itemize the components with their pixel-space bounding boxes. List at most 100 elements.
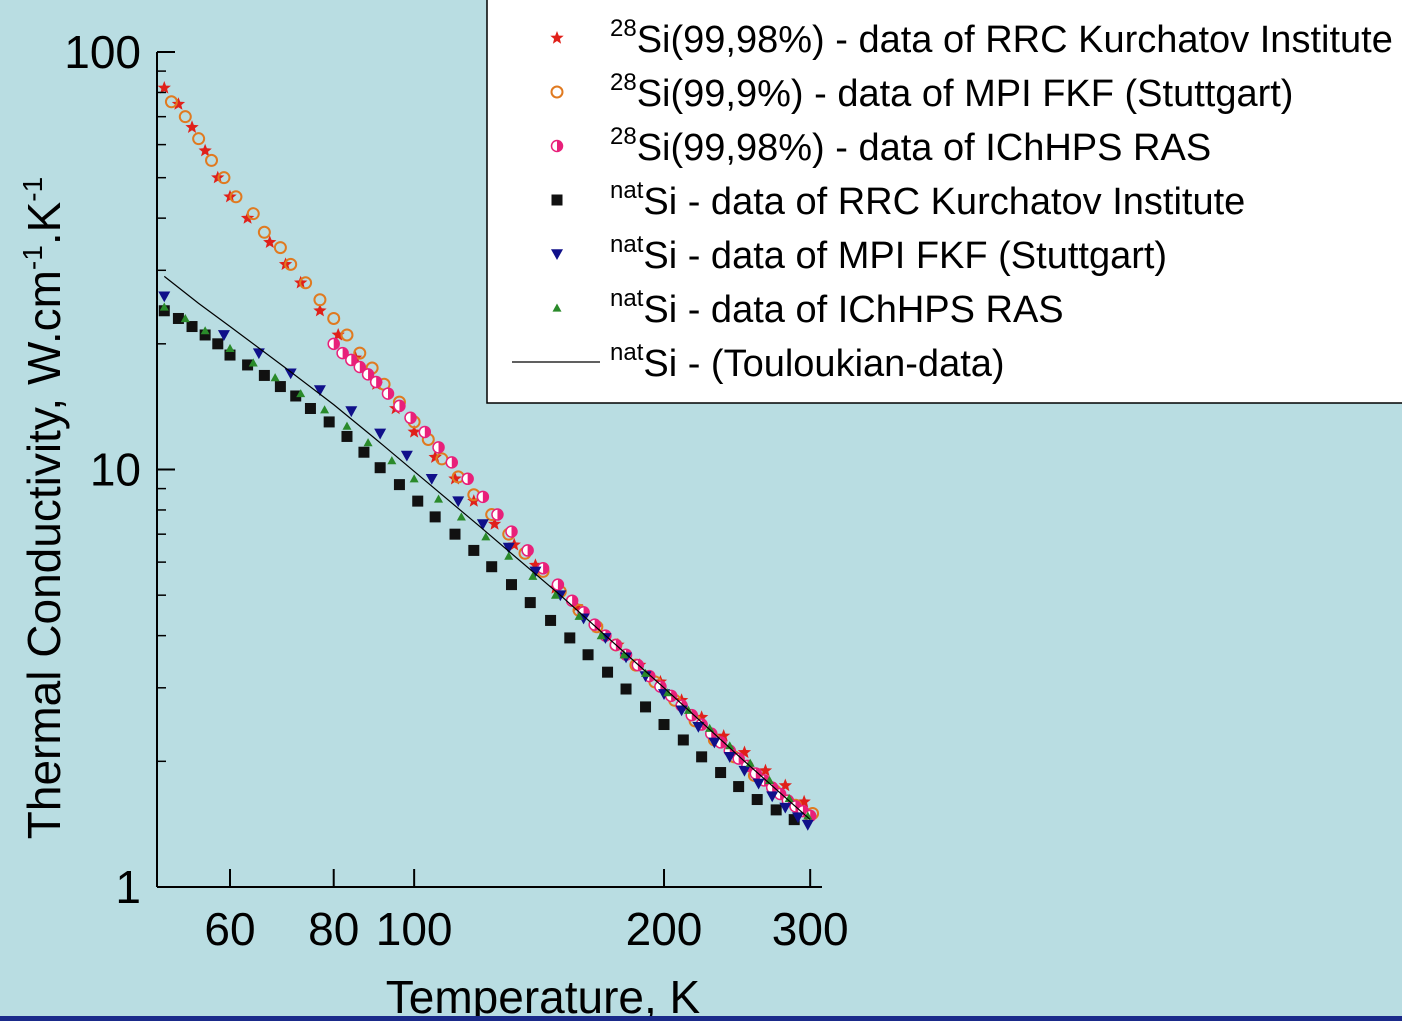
series-5 <box>159 302 813 820</box>
legend-item-3: natSi - data of RRC Kurchatov Institute <box>551 177 1245 223</box>
legend-label-6: natSi - (Touloukian-data) <box>610 339 1005 385</box>
legend-label-text-6: Si - (Touloukian-data) <box>643 343 1004 385</box>
series-0-point-10 <box>313 303 327 317</box>
series-1-point-7 <box>257 225 271 239</box>
legend-label-0: 28Si(99,98%) - data of RRC Kurchatov Ins… <box>610 15 1393 61</box>
series-5-point-6 <box>296 389 306 398</box>
series-6-line <box>163 275 811 821</box>
series-3-point-4 <box>212 338 224 350</box>
series-5-point-18 <box>574 611 584 620</box>
series-0-point-11 <box>331 328 345 341</box>
series-0-point-29 <box>695 710 709 723</box>
legend-label-text-1: Si(99,9%) - data of MPI FKF (Stuttgart) <box>637 73 1294 115</box>
legend-box <box>486 0 1402 404</box>
series-5-point-9 <box>363 438 373 447</box>
series-4-point-8 <box>425 474 438 485</box>
series-5-point-11 <box>409 474 419 483</box>
legend-item-2: 28Si(99,98%) - data of IChHPS RAS <box>550 123 1211 169</box>
legend-swatch-0 <box>550 31 564 44</box>
series-3-point-31 <box>696 751 708 763</box>
series-1-point-4 <box>217 171 231 185</box>
series-5-point-17 <box>550 590 560 599</box>
y-axis-title-main: Thermal Conductivity, W.cm <box>18 270 70 839</box>
legend-item-4: natSi - data of MPI FKF (Stuttgart) <box>551 231 1167 277</box>
x-axis-title: Temperature, K <box>386 971 701 1021</box>
y-axis-title: Thermal Conductivity, W.cm-1.K-1 <box>17 177 70 839</box>
series-3-point-17 <box>429 511 441 523</box>
series-3-point-25 <box>582 649 594 661</box>
series-0-point-32 <box>758 763 773 777</box>
legend-swatch-5 <box>552 303 562 312</box>
legend-swatch-3 <box>551 194 563 206</box>
series-0-point-20 <box>507 537 521 551</box>
legend-label-sup-1: 28 <box>610 69 637 96</box>
legend-label-1: 28Si(99,9%) - data of MPI FKF (Stuttgart… <box>610 69 1293 115</box>
series-1-point-3 <box>205 153 219 167</box>
series-5-point-14 <box>481 532 491 541</box>
series-3-point-36 <box>788 814 800 826</box>
series-0-point-15 <box>407 425 421 438</box>
series-4-point-10 <box>476 519 489 531</box>
series-2-point-18 <box>551 578 565 591</box>
series-3-point-29 <box>658 719 670 731</box>
series-2-point-13 <box>476 490 490 504</box>
series-1-point-10 <box>299 276 313 290</box>
legend-swatch-2 <box>550 139 564 153</box>
series-3-point-9 <box>290 390 302 402</box>
series-3-point-23 <box>545 614 557 626</box>
series-0-point-7 <box>263 235 277 248</box>
legend-label-sup-5: nat <box>610 285 644 312</box>
legend-label-sup-3: nat <box>610 177 644 204</box>
legend-label-text-4: Si - data of MPI FKF (Stuttgart) <box>643 235 1167 277</box>
series-3-point-6 <box>242 359 254 371</box>
series-4-point-27 <box>791 812 804 824</box>
series-3-point-13 <box>358 446 370 458</box>
series-1-point-11 <box>313 293 327 307</box>
series-3-point-28 <box>640 701 652 713</box>
series-4-point-3 <box>284 368 297 380</box>
x-tick-label-0: 60 <box>204 903 255 955</box>
series-2-point-37 <box>749 767 763 780</box>
series-3-point-32 <box>715 767 727 779</box>
series-5-point-29 <box>803 811 813 820</box>
y-axis-title-mid: .K <box>18 201 70 245</box>
series-3-point-30 <box>677 734 689 746</box>
series-5-point-24 <box>705 723 715 732</box>
x-tick-label-1: 80 <box>308 903 359 955</box>
series-3-point-12 <box>341 430 353 442</box>
legend-label-2: 28Si(99,98%) - data of IChHPS RAS <box>610 123 1211 169</box>
series-5-point-7 <box>320 405 330 414</box>
series-5-point-2 <box>200 326 210 335</box>
series-4-point-22 <box>723 752 736 763</box>
series-4-point-19 <box>675 705 688 717</box>
series-1-point-13 <box>340 328 354 342</box>
legend-swatch-4 <box>551 249 563 260</box>
series-5-point-13 <box>456 512 466 521</box>
legend-label-3: natSi - data of RRC Kurchatov Institute <box>610 177 1245 223</box>
series-2-point-5 <box>369 375 383 389</box>
series-5-point-16 <box>528 571 538 580</box>
series-5-point-5 <box>270 373 280 382</box>
series-1-point-9 <box>284 257 298 271</box>
series-6 <box>163 275 811 821</box>
series-2-point-10 <box>432 441 445 454</box>
series-5-point-3 <box>225 343 235 353</box>
series-4-point-25 <box>766 791 779 803</box>
series-0-point-16 <box>428 450 442 463</box>
series-2-point-19 <box>565 594 579 607</box>
series-5-point-0 <box>159 302 169 311</box>
series-layer <box>157 81 820 831</box>
series-4-point-1 <box>217 330 230 341</box>
series-0-point-6 <box>240 211 255 224</box>
series-3-point-0 <box>158 305 170 317</box>
legend-item-6: natSi - (Touloukian-data) <box>512 339 1005 385</box>
series-3-point-34 <box>751 794 763 806</box>
y-tick-label-1: 10 <box>90 444 141 496</box>
series-4-point-20 <box>692 721 705 733</box>
y-axis-title-sup1: -1 <box>17 245 48 270</box>
series-5-point-19 <box>596 631 606 640</box>
series-3-point-3 <box>199 329 211 341</box>
series-0-point-21 <box>528 558 543 571</box>
series-2-point-6 <box>381 387 395 400</box>
